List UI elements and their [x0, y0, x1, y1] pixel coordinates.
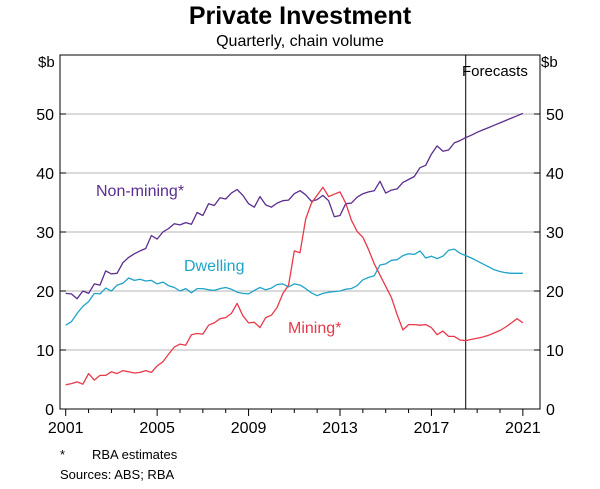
- forecast-label: Forecasts: [462, 63, 528, 80]
- footnote-text: RBA estimates: [92, 447, 178, 462]
- y-tick-label-left-40: 40: [36, 166, 54, 183]
- series-label-non-mining: Non-mining*: [96, 183, 184, 200]
- y-unit-right: $b: [541, 54, 558, 71]
- x-tick-label-2009: 2009: [231, 420, 267, 437]
- footnote-marker: *: [60, 447, 65, 462]
- series-line-dwelling: [65, 248, 523, 326]
- x-tick-label-2001: 2001: [48, 420, 84, 437]
- y-tick-label-left-50: 50: [36, 107, 54, 124]
- y-tick-label-left-0: 0: [45, 402, 54, 419]
- series-lines: [65, 112, 524, 386]
- x-axis-ticks: 2001 2005 2009 2013 2017 2021: [48, 409, 541, 437]
- x-tick-label-2021: 2021: [505, 420, 541, 437]
- x-tick-label-2017: 2017: [414, 420, 450, 437]
- y-tick-label-left-10: 10: [36, 343, 54, 360]
- y-tick-label-right-50: 50: [546, 107, 564, 124]
- chart-subtitle: Quarterly, chain volume: [216, 33, 384, 50]
- y-tick-label-right-40: 40: [546, 166, 564, 183]
- x-tick-label-2013: 2013: [322, 420, 358, 437]
- y-tick-label-right-30: 30: [546, 225, 564, 242]
- y-tick-label-right-10: 10: [546, 343, 564, 360]
- y-tick-label-right-20: 20: [546, 284, 564, 301]
- series-line-nonmining: [65, 112, 524, 300]
- y-tick-label-right-0: 0: [546, 402, 555, 419]
- y-axis-ticks: 0 0 10 10 20 20 30 30 40 40 50 50: [36, 107, 564, 419]
- x-tick-label-2005: 2005: [139, 420, 175, 437]
- y-tick-label-left-30: 30: [36, 225, 54, 242]
- y-unit-left: $b: [38, 54, 55, 71]
- series-label-mining: Mining*: [288, 320, 341, 337]
- series-line-mining: [65, 186, 524, 386]
- y-tick-label-left-20: 20: [36, 284, 54, 301]
- chart-title: Private Investment: [189, 2, 412, 30]
- sources-note: Sources: ABS; RBA: [60, 467, 174, 482]
- series-label-dwelling: Dwelling: [184, 258, 244, 275]
- gridlines: [60, 113, 540, 351]
